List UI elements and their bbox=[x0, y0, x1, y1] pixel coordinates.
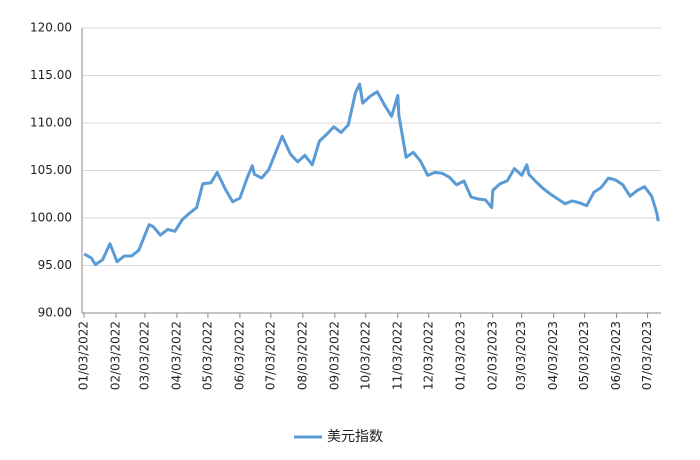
line bbox=[83, 82, 660, 267]
x-tick-label: 11/03/2022 bbox=[390, 321, 404, 390]
y-tick-label: 120.00 bbox=[30, 21, 72, 35]
x-tick-label: 02/03/2023 bbox=[485, 321, 499, 390]
y-tick-label: 95.00 bbox=[38, 258, 72, 272]
y-tick-label: 90.00 bbox=[38, 306, 72, 320]
x-tick-label: 05/03/2023 bbox=[577, 321, 591, 390]
x-tick-label: 03/03/2022 bbox=[137, 321, 151, 390]
x-tick-label: 05/03/2022 bbox=[200, 321, 214, 390]
x-tick-label: 04/03/2022 bbox=[169, 321, 183, 390]
x-tick-label: 08/03/2022 bbox=[295, 321, 309, 390]
x-tick-label: 03/03/2023 bbox=[514, 321, 528, 390]
x-tick-label: 06/03/2023 bbox=[609, 321, 623, 390]
y-tick-label: 100.00 bbox=[30, 211, 72, 225]
x-tick-label: 09/03/2022 bbox=[327, 321, 341, 390]
y-tick-label: 105.00 bbox=[30, 163, 72, 177]
x-tick-label: 12/03/2022 bbox=[421, 321, 435, 390]
x-tick-label: 10/03/2022 bbox=[358, 321, 372, 390]
x-tick-label: 07/03/2023 bbox=[640, 321, 654, 390]
x-tick-label: 04/03/2023 bbox=[546, 321, 560, 390]
y-tick-label: 110.00 bbox=[30, 116, 72, 130]
x-tick-label: 01/03/2023 bbox=[453, 321, 467, 390]
x-tick-label: 02/03/2022 bbox=[109, 321, 123, 390]
x-tick-label: 07/03/2022 bbox=[263, 321, 277, 390]
y-tick-label: 115.00 bbox=[30, 68, 72, 82]
x-tick-label: 01/03/2022 bbox=[77, 321, 91, 390]
legend-label: 美元指数 bbox=[327, 429, 383, 445]
x-tick-label: 06/03/2022 bbox=[232, 321, 246, 390]
